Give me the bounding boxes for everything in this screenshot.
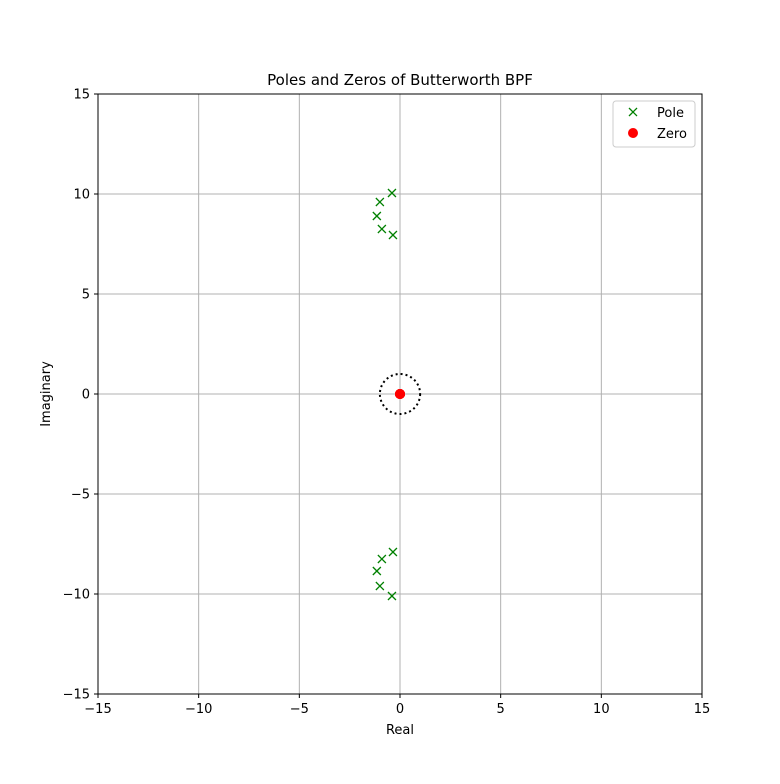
x-tick-label: −15 xyxy=(84,702,111,717)
pole-marker xyxy=(388,230,398,240)
unit-circle-layer xyxy=(378,373,422,415)
pole-stroke xyxy=(372,211,382,221)
y-tick-label: −15 xyxy=(63,688,90,703)
legend-zero-dot xyxy=(628,128,638,138)
x-tick-label: −5 xyxy=(290,702,309,717)
x-axis-label: Real xyxy=(386,723,414,738)
pole-marker xyxy=(377,554,387,564)
pole-stroke xyxy=(375,197,385,207)
pole-stroke xyxy=(387,188,397,198)
y-axis-label: Imaginary xyxy=(39,361,54,427)
y-tick-label: −5 xyxy=(71,488,90,503)
x-tick-label: −10 xyxy=(185,702,212,717)
x-tick-label: 5 xyxy=(497,702,505,717)
pole-stroke xyxy=(377,554,387,564)
legend-label-pole: Pole xyxy=(657,106,684,121)
y-tick-label: 0 xyxy=(82,388,90,403)
legend-label-zero: Zero xyxy=(657,127,687,142)
x-tick-label: 10 xyxy=(593,702,610,717)
pole-stroke xyxy=(372,566,382,576)
axis-ticks: −15 −10 −5 0 5 10 15 −15 −10 −5 0 5 10 15 xyxy=(63,88,711,718)
legend-pole-x xyxy=(628,107,638,117)
pole-marker xyxy=(377,224,387,234)
pole-stroke xyxy=(628,107,638,117)
unit-circle xyxy=(378,373,422,415)
x-tick-label: 15 xyxy=(694,702,711,717)
y-tick-label: 10 xyxy=(73,188,90,203)
pole-stroke xyxy=(387,591,397,601)
pole-marker xyxy=(388,547,398,557)
pole-marker xyxy=(375,581,385,591)
pole-stroke xyxy=(375,581,385,591)
x-tick-label: 0 xyxy=(396,702,404,717)
pole-marker xyxy=(375,197,385,207)
pole-stroke xyxy=(377,224,387,234)
pole-marker xyxy=(387,188,397,198)
y-tick-label: 15 xyxy=(73,88,90,103)
legend: Pole Zero xyxy=(612,100,696,148)
pole-stroke xyxy=(388,547,398,557)
data-marks xyxy=(372,188,405,601)
legend-zero-marker xyxy=(628,128,638,138)
chart-title: Poles and Zeros of Butterworth BPF xyxy=(267,71,533,89)
legend-pole-marker xyxy=(628,107,638,117)
y-tick-label: −10 xyxy=(63,588,90,603)
y-tick-label: 5 xyxy=(82,288,90,303)
pole-marker xyxy=(387,591,397,601)
pole-marker xyxy=(372,566,382,576)
pole-marker xyxy=(372,211,382,221)
pole-stroke xyxy=(388,230,398,240)
zero-marker xyxy=(395,389,405,399)
